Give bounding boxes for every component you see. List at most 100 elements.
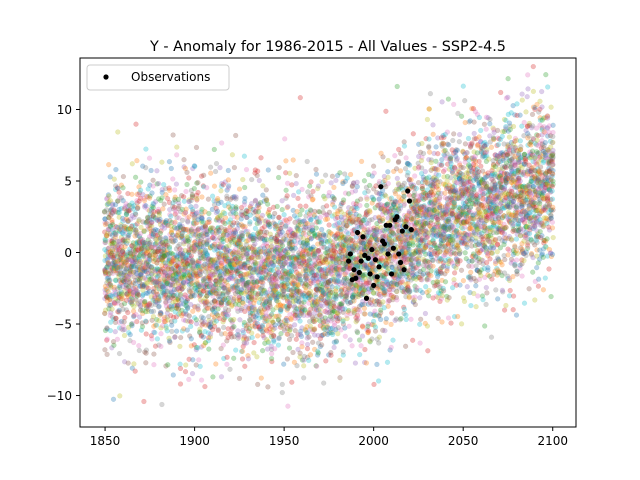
ensemble-point — [293, 180, 299, 187]
ensemble-point — [202, 383, 208, 390]
ensemble-point — [118, 291, 125, 297]
ensemble-point — [103, 233, 109, 239]
ensemble-point — [116, 214, 122, 220]
ensemble-point — [364, 202, 370, 209]
ensemble-point — [166, 433, 171, 438]
ensemble-point — [107, 327, 114, 334]
ensemble-point — [199, 194, 205, 200]
ensemble-point — [107, 252, 113, 258]
ensemble-point — [106, 162, 112, 168]
ensemble-point — [109, 243, 116, 249]
ensemble-point — [186, 238, 192, 245]
ensemble-point — [114, 266, 121, 272]
ensemble-point — [106, 199, 112, 205]
ensemble-point — [108, 319, 114, 325]
ensemble-point — [104, 195, 111, 201]
ensemble-point — [317, 214, 324, 221]
ensemble-point — [115, 251, 121, 258]
ensemble-point — [206, 219, 212, 225]
ensemble-point — [150, 308, 157, 314]
ensemble-point — [104, 257, 110, 263]
ensemble-point — [214, 208, 221, 214]
ensemble-point — [358, 158, 365, 165]
ensemble-point — [194, 196, 200, 202]
ensemble-point — [231, 316, 237, 323]
ensemble-point — [116, 238, 122, 244]
ensemble-point — [134, 318, 140, 325]
ensemble-point — [107, 231, 113, 237]
ensemble-point — [120, 255, 126, 262]
ensemble-point — [208, 170, 214, 176]
ensemble-point — [222, 210, 228, 217]
ensemble-point — [105, 192, 112, 198]
ensemble-point — [102, 283, 109, 289]
ensemble-point — [285, 204, 291, 210]
ensemble-point — [212, 168, 219, 175]
ensemble-point — [242, 184, 248, 191]
ensemble-point — [143, 350, 149, 356]
ensemble-point — [366, 207, 373, 214]
ensemble-point — [115, 210, 121, 216]
ensemble-point — [109, 254, 115, 260]
ensemble-point — [173, 181, 180, 187]
ensemble-point — [276, 313, 282, 319]
ensemble-point — [359, 333, 366, 339]
ensemble-point — [119, 237, 126, 243]
ensemble-point — [102, 327, 109, 334]
ensemble-point — [102, 268, 108, 274]
ensemble-point — [259, 348, 266, 354]
ensemble-point — [102, 239, 108, 246]
ensemble-point — [104, 298, 110, 304]
ensemble-point — [109, 238, 115, 244]
ensemble-point — [116, 293, 122, 299]
ensemble-point — [186, 376, 192, 383]
ensemble-point — [112, 277, 119, 283]
ensemble-point — [115, 248, 121, 254]
ensemble-point — [173, 328, 180, 334]
ensemble-point — [105, 253, 111, 259]
ensemble-point — [388, 321, 394, 328]
ensemble-point — [116, 257, 123, 263]
ensemble-point — [118, 296, 124, 302]
ensemble-point — [284, 193, 290, 199]
ensemble-point — [370, 197, 377, 203]
ensemble-point — [113, 224, 119, 230]
ensemble-point — [289, 379, 295, 385]
ensemble-point — [342, 333, 348, 339]
ensemble-point — [297, 212, 303, 218]
ensemble-point — [195, 189, 201, 196]
ensemble-point — [114, 336, 121, 342]
ensemble-point — [148, 167, 154, 174]
ensemble-point — [222, 215, 229, 221]
ensemble-point — [154, 168, 160, 174]
ensemble-point — [102, 267, 108, 273]
ensemble-point — [226, 183, 232, 189]
ensemble-point — [383, 316, 389, 322]
ensemble-point — [396, 158, 402, 165]
ensemble-point — [177, 365, 184, 372]
ensemble-point — [213, 361, 219, 367]
ensemble-point — [116, 309, 122, 315]
ensemble-point — [151, 362, 157, 368]
ensemble-point — [362, 311, 368, 317]
ensemble-point — [279, 229, 285, 235]
ensemble-point — [109, 232, 116, 238]
ensemble-point — [143, 165, 149, 171]
ensemble-point — [269, 351, 275, 357]
ensemble-point — [106, 193, 112, 199]
ensemble-point — [275, 342, 282, 348]
ensemble-point — [118, 234, 124, 241]
ensemble-point — [104, 351, 110, 358]
ensemble-point — [109, 210, 116, 216]
ensemble-point — [112, 231, 119, 238]
ensemble-point — [114, 264, 120, 271]
ensemble-point — [104, 336, 110, 342]
ensemble-point — [107, 223, 113, 230]
ensemble-point — [118, 293, 124, 300]
ensemble-point — [349, 343, 355, 349]
ensemble-point — [274, 279, 280, 285]
ensemble-point — [133, 121, 139, 127]
ensemble-point — [188, 323, 194, 330]
ensemble-point — [104, 326, 110, 332]
ensemble-point — [301, 363, 307, 369]
